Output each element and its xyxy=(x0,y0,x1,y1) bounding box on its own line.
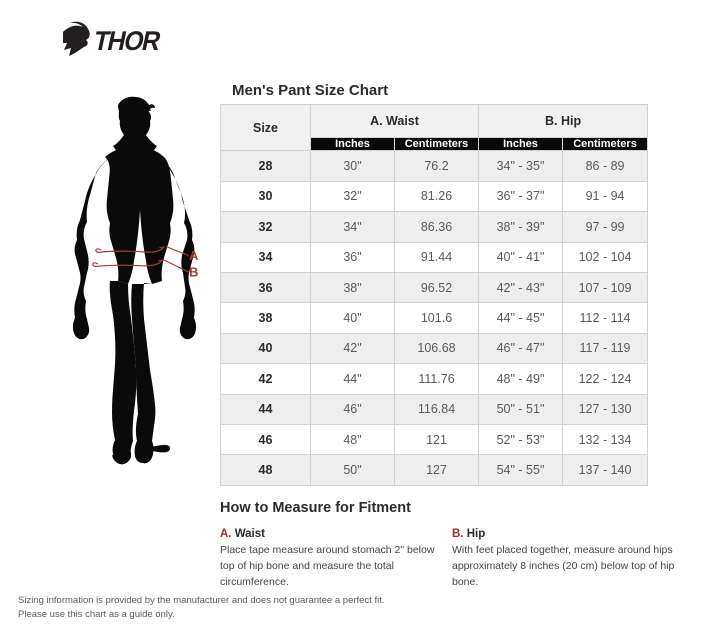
svg-text:THOR: THOR xyxy=(91,25,164,56)
svg-text:A: A xyxy=(189,248,199,263)
svg-text:B: B xyxy=(189,265,198,280)
